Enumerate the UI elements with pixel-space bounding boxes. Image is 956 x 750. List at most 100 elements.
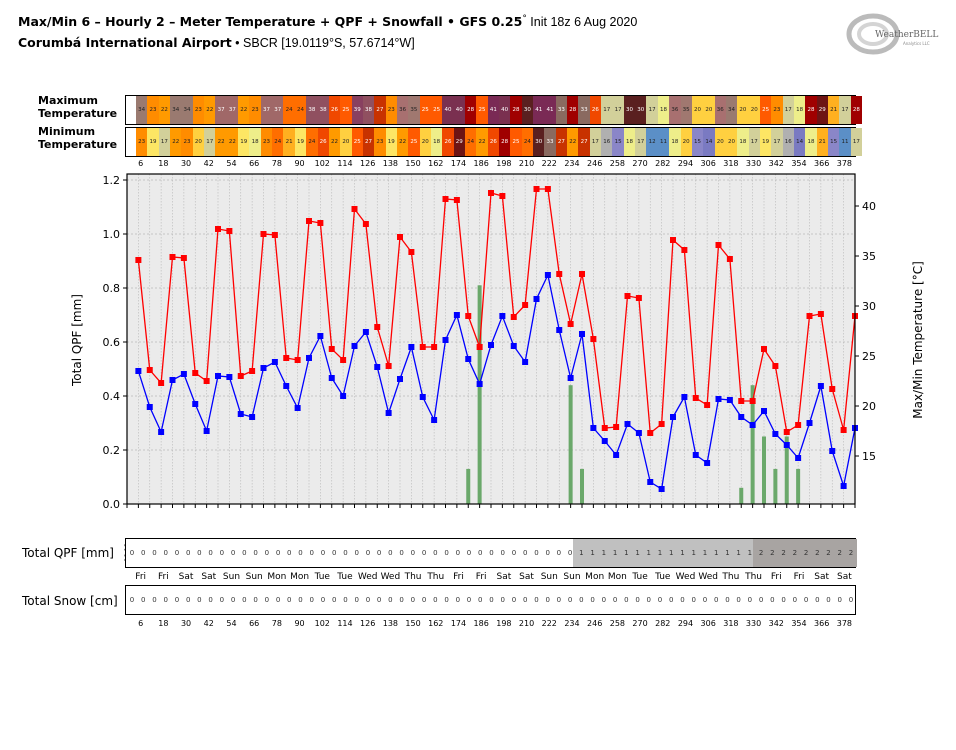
- temp-cell: 26: [328, 96, 341, 124]
- row-value: 0: [242, 549, 247, 557]
- temp-cell: 25: [430, 96, 443, 124]
- chart-title: Max/Min 6 – Hourly 2 – Meter Temperature…: [18, 14, 637, 29]
- temp-cell: 22: [567, 128, 579, 156]
- max-temp-marker: [226, 228, 233, 234]
- row-value: 2: [781, 549, 786, 557]
- max-temp-marker: [385, 363, 392, 369]
- temp-cell: 41: [544, 96, 556, 124]
- hour-tick: 198: [496, 619, 512, 628]
- temp-cell: 41: [487, 96, 499, 124]
- temp-cell: 39: [351, 96, 363, 124]
- temp-cell: 15: [827, 128, 840, 156]
- max-temp-marker: [465, 313, 472, 319]
- hour-tick: 366: [814, 159, 830, 168]
- row-value: 1: [680, 549, 685, 557]
- temp-cell: 23: [192, 96, 205, 124]
- row-value: 2: [815, 549, 820, 557]
- temp-cell: 23: [771, 96, 783, 124]
- temp-cell: 36: [669, 96, 681, 124]
- row-value: 0: [174, 596, 180, 604]
- row-value: 0: [287, 596, 292, 604]
- row-value: 0: [320, 549, 326, 557]
- day-label: Tue: [337, 572, 353, 582]
- hour-tick: 282: [655, 619, 671, 628]
- row-value: 0: [410, 596, 416, 604]
- hour-tick: 306: [700, 159, 716, 168]
- temp-cell: 20: [680, 128, 692, 156]
- temp-cell: 25: [759, 96, 772, 124]
- row-value: 0: [545, 596, 550, 604]
- day-label: Wed: [380, 572, 401, 582]
- row-value: 0: [466, 596, 472, 604]
- max-temp-marker: [806, 313, 813, 319]
- temp-cell: 30: [635, 96, 647, 124]
- row-value: 0: [770, 596, 775, 604]
- row-value: 0: [152, 549, 157, 557]
- right-tick-label: 20: [862, 400, 876, 413]
- row-value: 0: [500, 596, 505, 604]
- temp-cell: 34: [725, 96, 738, 124]
- max-temp-marker: [158, 380, 165, 386]
- max-temp-marker: [658, 421, 665, 427]
- row-value: 1: [590, 549, 595, 557]
- row-value: 0: [185, 596, 191, 604]
- temp-cell: 24: [306, 128, 318, 156]
- svg-text:WeatherBELL: WeatherBELL: [875, 30, 938, 40]
- row-value: 0: [230, 596, 236, 604]
- temp-cell: 17: [204, 128, 216, 156]
- min-temp-marker: [408, 344, 415, 350]
- hour-tick: 258: [609, 619, 626, 628]
- row-value: 1: [657, 549, 663, 557]
- row-value: 0: [197, 596, 202, 604]
- temp-cell: 25: [419, 96, 431, 124]
- day-label: Sat: [178, 572, 194, 582]
- temp-cell: 28: [567, 96, 579, 124]
- hour-tick: 294: [677, 619, 694, 628]
- max-temp-marker: [351, 206, 358, 212]
- left-tick-label: 0.2: [103, 444, 121, 457]
- day-label: Fri: [770, 572, 782, 582]
- temp-cell: 23: [147, 96, 159, 124]
- max-temp-marker: [772, 363, 779, 369]
- row-value: 2: [770, 549, 775, 557]
- temp-cell: 34: [170, 96, 182, 124]
- row-value: 0: [230, 549, 236, 557]
- row-value: 0: [590, 596, 595, 604]
- row-value: 0: [152, 596, 157, 604]
- min-temp-marker: [442, 337, 449, 343]
- temp-cell: 25: [340, 96, 352, 124]
- hour-tick: 342: [768, 619, 784, 628]
- temp-cell: 17: [589, 128, 602, 156]
- day-label: Thu: [745, 572, 763, 582]
- hour-tick: 42: [203, 159, 214, 168]
- day-label: Fri: [475, 572, 487, 582]
- max-temp-marker: [328, 346, 335, 352]
- hour-tick: 222: [541, 159, 557, 168]
- row-value: 0: [466, 549, 472, 557]
- min-temp-marker: [601, 438, 608, 444]
- max-temp-marker: [374, 324, 381, 330]
- min-temp-marker: [431, 417, 438, 423]
- row-value: 0: [376, 596, 382, 604]
- min-temp-marker: [795, 455, 802, 461]
- temp-cell: 24: [283, 96, 295, 124]
- temp-cell: 11: [657, 128, 670, 156]
- temp-cell: 18: [669, 128, 681, 156]
- row-value: 2: [792, 549, 798, 557]
- min-temp-marker: [237, 411, 244, 417]
- temp-cell: 22: [476, 128, 488, 156]
- max-temp-marker: [488, 190, 494, 196]
- temp-cell: 20: [703, 96, 715, 124]
- hour-tick: 234: [564, 159, 580, 168]
- hour-tick: 90: [294, 619, 305, 628]
- temp-cell: 18: [805, 128, 817, 156]
- max-temp-label: Maximum Temperature: [38, 94, 118, 120]
- temp-cell: 29: [816, 96, 828, 124]
- temp-cell: 20: [340, 128, 352, 156]
- hour-tick: 270: [632, 159, 648, 168]
- row-value: 0: [208, 596, 213, 604]
- max-temp-marker: [533, 186, 540, 192]
- min-temp-marker: [226, 374, 233, 380]
- temp-cell: 19: [294, 128, 307, 156]
- max-temp-marker: [829, 386, 836, 392]
